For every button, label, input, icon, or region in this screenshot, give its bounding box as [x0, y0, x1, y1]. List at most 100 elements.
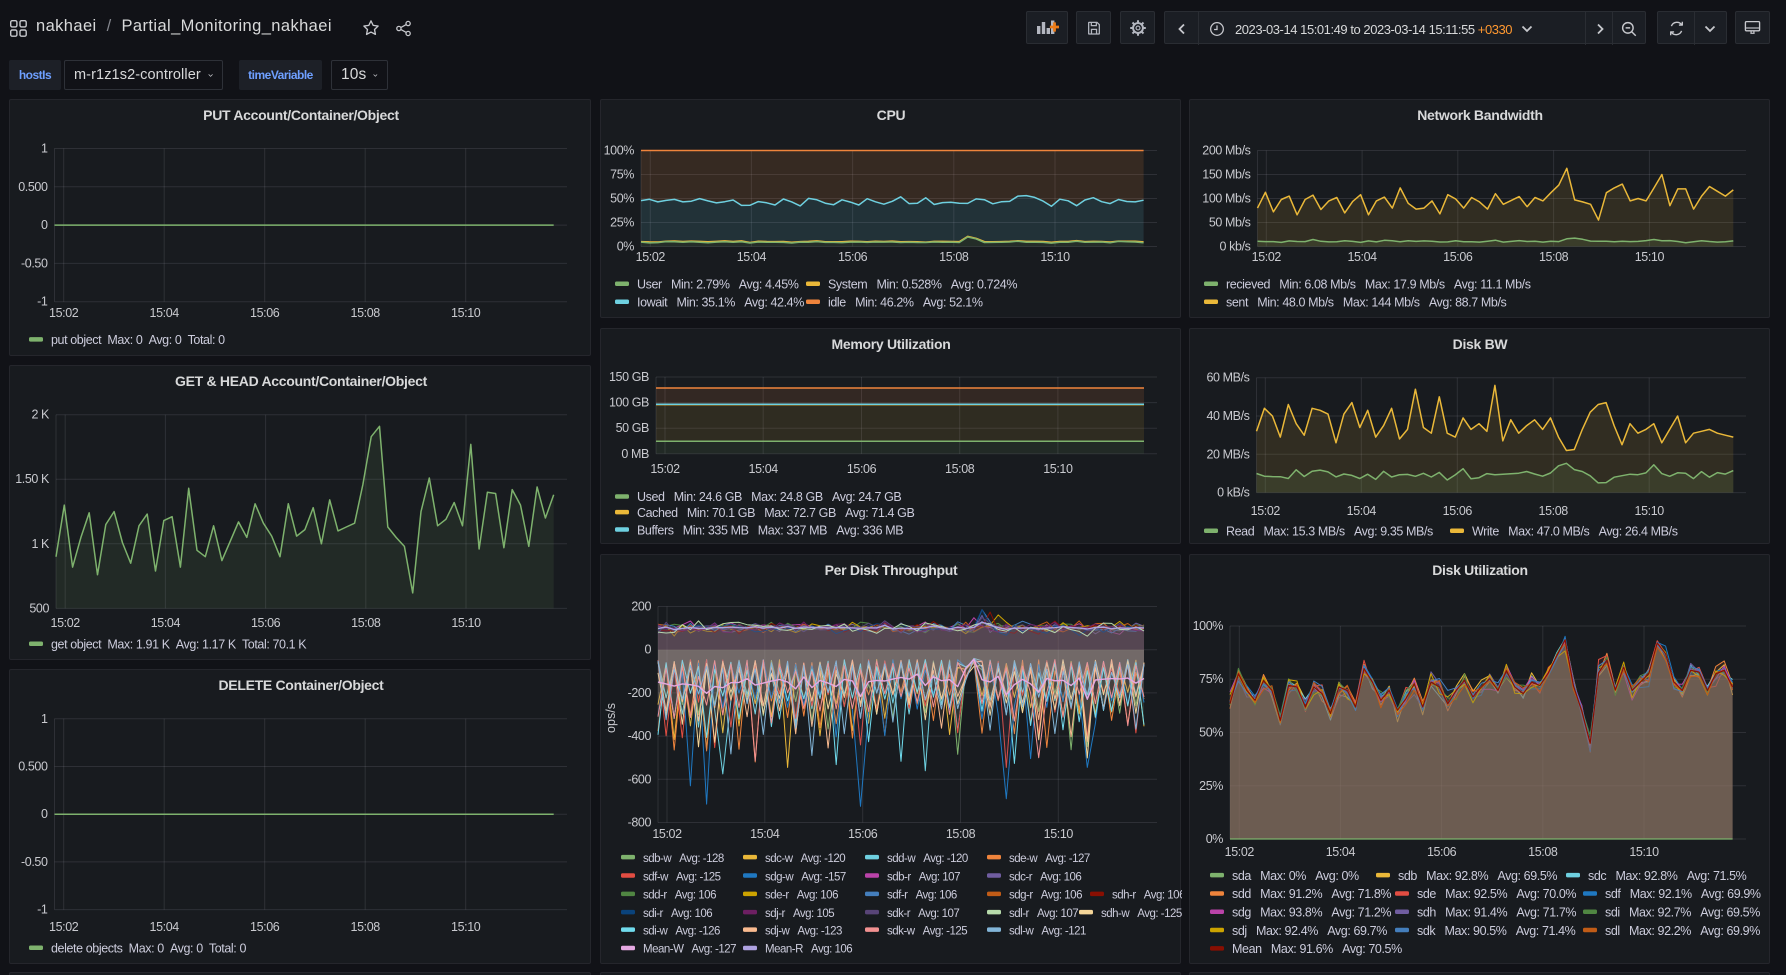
- svg-text:put object Max: 0 Avg: 0 To: put object Max: 0 Avg: 0 Total: 0: [51, 333, 225, 347]
- svg-text:CPU: CPU: [877, 107, 906, 123]
- svg-text:sdb-w Avg: -128: sdb-w Avg: -128: [643, 853, 724, 865]
- svg-text:20 MB/s: 20 MB/s: [1206, 447, 1249, 461]
- svg-text:sdc-r Avg: 106: sdc-r Avg: 106: [1009, 871, 1081, 883]
- svg-text:15:04: 15:04: [737, 250, 767, 264]
- svg-text:-200: -200: [628, 686, 652, 700]
- svg-text:Per Disk Throughput: Per Disk Throughput: [825, 562, 958, 578]
- svg-text:sdl Max: 92.2% Avg: 69.9%: sdl Max: 92.2% Avg: 69.9%: [1605, 924, 1760, 938]
- svg-text:15:04: 15:04: [749, 462, 779, 476]
- svg-text:15:10: 15:10: [1040, 250, 1070, 264]
- svg-text:sdk Max: 90.5% Avg: 71.4%: sdk Max: 90.5% Avg: 71.4%: [1417, 924, 1576, 938]
- svg-text:sde Max: 92.5% Avg: 70.0%: sde Max: 92.5% Avg: 70.0%: [1417, 887, 1576, 901]
- svg-text:100%: 100%: [1193, 619, 1224, 633]
- svg-text:Mean-R Avg: 106: Mean-R Avg: 106: [765, 944, 852, 956]
- svg-text:-600: -600: [628, 772, 652, 786]
- svg-text:0 MB: 0 MB: [621, 447, 649, 461]
- svg-text:15:06: 15:06: [250, 920, 280, 934]
- svg-text:System Min: 0.528% Avg: 0.: System Min: 0.528% Avg: 0.724%: [828, 278, 1017, 292]
- svg-text:15:02: 15:02: [1251, 504, 1281, 518]
- svg-text:15:10: 15:10: [1044, 827, 1074, 841]
- svg-text:User Min: 2.79% Avg: 4.45%: User Min: 2.79% Avg: 4.45%: [637, 278, 799, 292]
- svg-text:sdl-r Avg: 107: sdl-r Avg: 107: [1009, 908, 1078, 920]
- svg-text:50%: 50%: [610, 192, 634, 206]
- svg-text:15:06: 15:06: [848, 827, 878, 841]
- svg-text:50 Mb/s: 50 Mb/s: [1209, 216, 1251, 230]
- svg-text:Iowait Min: 35.1% Avg: 42.: Iowait Min: 35.1% Avg: 42.4%: [637, 296, 804, 310]
- svg-text:15:02: 15:02: [652, 827, 682, 841]
- svg-text:15:10: 15:10: [1629, 845, 1659, 859]
- svg-text:500: 500: [29, 601, 49, 615]
- svg-text:Used Min: 24.6 GB Max: 24.: Used Min: 24.6 GB Max: 24.8 GB Avg: 24.7…: [637, 490, 901, 504]
- svg-text:-0.50: -0.50: [21, 855, 48, 869]
- svg-text:1: 1: [41, 142, 48, 156]
- svg-text:sde-r Avg: 106: sde-r Avg: 106: [765, 890, 838, 902]
- svg-text:Mean Max: 91.6% Avg: 70.5%: Mean Max: 91.6% Avg: 70.5%: [1232, 942, 1402, 956]
- svg-text:ops/s: ops/s: [604, 703, 618, 733]
- svg-text:sdc Max: 92.8% Avg: 71.5%: sdc Max: 92.8% Avg: 71.5%: [1588, 869, 1747, 883]
- svg-text:-800: -800: [628, 816, 652, 830]
- svg-text:40 MB/s: 40 MB/s: [1206, 409, 1249, 423]
- svg-text:Write Max: 47.0 MB/s Avg:: Write Max: 47.0 MB/s Avg: 26.4 MB/s: [1472, 525, 1678, 539]
- svg-text:100%: 100%: [604, 144, 635, 158]
- svg-text:15:08: 15:08: [351, 306, 381, 320]
- svg-text:Mean-W Avg: -127: Mean-W Avg: -127: [643, 944, 736, 956]
- svg-text:15:08: 15:08: [945, 462, 975, 476]
- svg-text:sdf Max: 92.1% Avg: 69.9%: sdf Max: 92.1% Avg: 69.9%: [1605, 887, 1761, 901]
- svg-text:15:06: 15:06: [838, 250, 868, 264]
- svg-text:sent Min: 48.0 Mb/s Max: 1: sent Min: 48.0 Mb/s Max: 144 Mb/s Avg: 8…: [1226, 296, 1507, 310]
- svg-text:-1: -1: [37, 295, 48, 309]
- svg-text:sda Max: 0% Avg: 0%: sda Max: 0% Avg: 0%: [1232, 869, 1359, 883]
- svg-text:0%: 0%: [617, 240, 635, 254]
- svg-text:Disk Utilization: Disk Utilization: [1432, 562, 1528, 578]
- svg-text:sdg Max: 93.8% Avg: 71.2%: sdg Max: 93.8% Avg: 71.2%: [1232, 906, 1391, 920]
- svg-text:15:02: 15:02: [1225, 845, 1255, 859]
- svg-text:15:02: 15:02: [1252, 250, 1282, 264]
- svg-text:60 MB/s: 60 MB/s: [1206, 371, 1249, 385]
- svg-text:75%: 75%: [610, 168, 634, 182]
- svg-text:sdb Max: 92.8% Avg: 69.5%: sdb Max: 92.8% Avg: 69.5%: [1398, 869, 1557, 883]
- svg-text:15:06: 15:06: [1443, 250, 1473, 264]
- svg-text:100 Mb/s: 100 Mb/s: [1202, 192, 1250, 206]
- svg-text:15:10: 15:10: [1635, 250, 1665, 264]
- svg-text:15:08: 15:08: [1539, 504, 1569, 518]
- svg-text:-1: -1: [37, 903, 48, 917]
- svg-text:sdi-r Avg: 106: sdi-r Avg: 106: [643, 908, 712, 920]
- svg-text:0: 0: [644, 643, 651, 657]
- svg-text:15:10: 15:10: [451, 616, 481, 630]
- svg-text:sdi-w Avg: -126: sdi-w Avg: -126: [643, 925, 720, 937]
- svg-text:15:10: 15:10: [1043, 462, 1073, 476]
- svg-text:sdf-r Avg: 106: sdf-r Avg: 106: [887, 890, 957, 902]
- svg-text:15:04: 15:04: [1347, 250, 1377, 264]
- svg-text:15:06: 15:06: [1443, 504, 1473, 518]
- svg-text:150 GB: 150 GB: [609, 370, 649, 384]
- svg-text:0.500: 0.500: [18, 760, 48, 774]
- svg-text:sdj-w Avg: -123: sdj-w Avg: -123: [765, 925, 842, 937]
- svg-text:1: 1: [41, 712, 48, 726]
- svg-text:100 GB: 100 GB: [609, 396, 649, 410]
- svg-text:-400: -400: [628, 729, 652, 743]
- svg-text:sdi Max: 92.7% Avg: 69.5%: sdi Max: 92.7% Avg: 69.5%: [1605, 906, 1760, 920]
- svg-text:sdk-w Avg: -125: sdk-w Avg: -125: [887, 925, 967, 937]
- svg-text:15:04: 15:04: [150, 920, 180, 934]
- svg-text:15:04: 15:04: [750, 827, 780, 841]
- svg-text:Network Bandwidth: Network Bandwidth: [1417, 107, 1543, 123]
- svg-text:0%: 0%: [1206, 832, 1224, 846]
- svg-text:sdl-w Avg: -121: sdl-w Avg: -121: [1009, 925, 1086, 937]
- svg-text:15:06: 15:06: [1427, 845, 1457, 859]
- svg-text:sdk-r Avg: 107: sdk-r Avg: 107: [887, 908, 959, 920]
- svg-text:200 Mb/s: 200 Mb/s: [1202, 144, 1250, 158]
- svg-text:1 K: 1 K: [31, 537, 50, 551]
- svg-text:15:04: 15:04: [1347, 504, 1377, 518]
- svg-text:Cached Min: 70.1 GB Max: 7: Cached Min: 70.1 GB Max: 72.7 GB Avg: 71…: [637, 506, 914, 520]
- svg-text:GET & HEAD Account/Container/O: GET & HEAD Account/Container/Object: [175, 373, 428, 389]
- svg-text:0.500: 0.500: [18, 180, 48, 194]
- svg-text:15:08: 15:08: [351, 616, 381, 630]
- svg-text:150 Mb/s: 150 Mb/s: [1202, 168, 1250, 182]
- svg-text:idle Min: 46.2% Avg: 52.1%: idle Min: 46.2% Avg: 52.1%: [828, 296, 983, 310]
- svg-text:15:10: 15:10: [451, 306, 481, 320]
- svg-text:50%: 50%: [1199, 726, 1223, 740]
- svg-text:sde-w Avg: -127: sde-w Avg: -127: [1009, 853, 1090, 865]
- svg-text:sdj Max: 92.4% Avg: 69.7%: sdj Max: 92.4% Avg: 69.7%: [1232, 924, 1387, 938]
- svg-text:delete objects Max: 0 Avg: 0: delete objects Max: 0 Avg: 0 Total: 0: [51, 942, 246, 956]
- svg-text:25%: 25%: [1199, 779, 1223, 793]
